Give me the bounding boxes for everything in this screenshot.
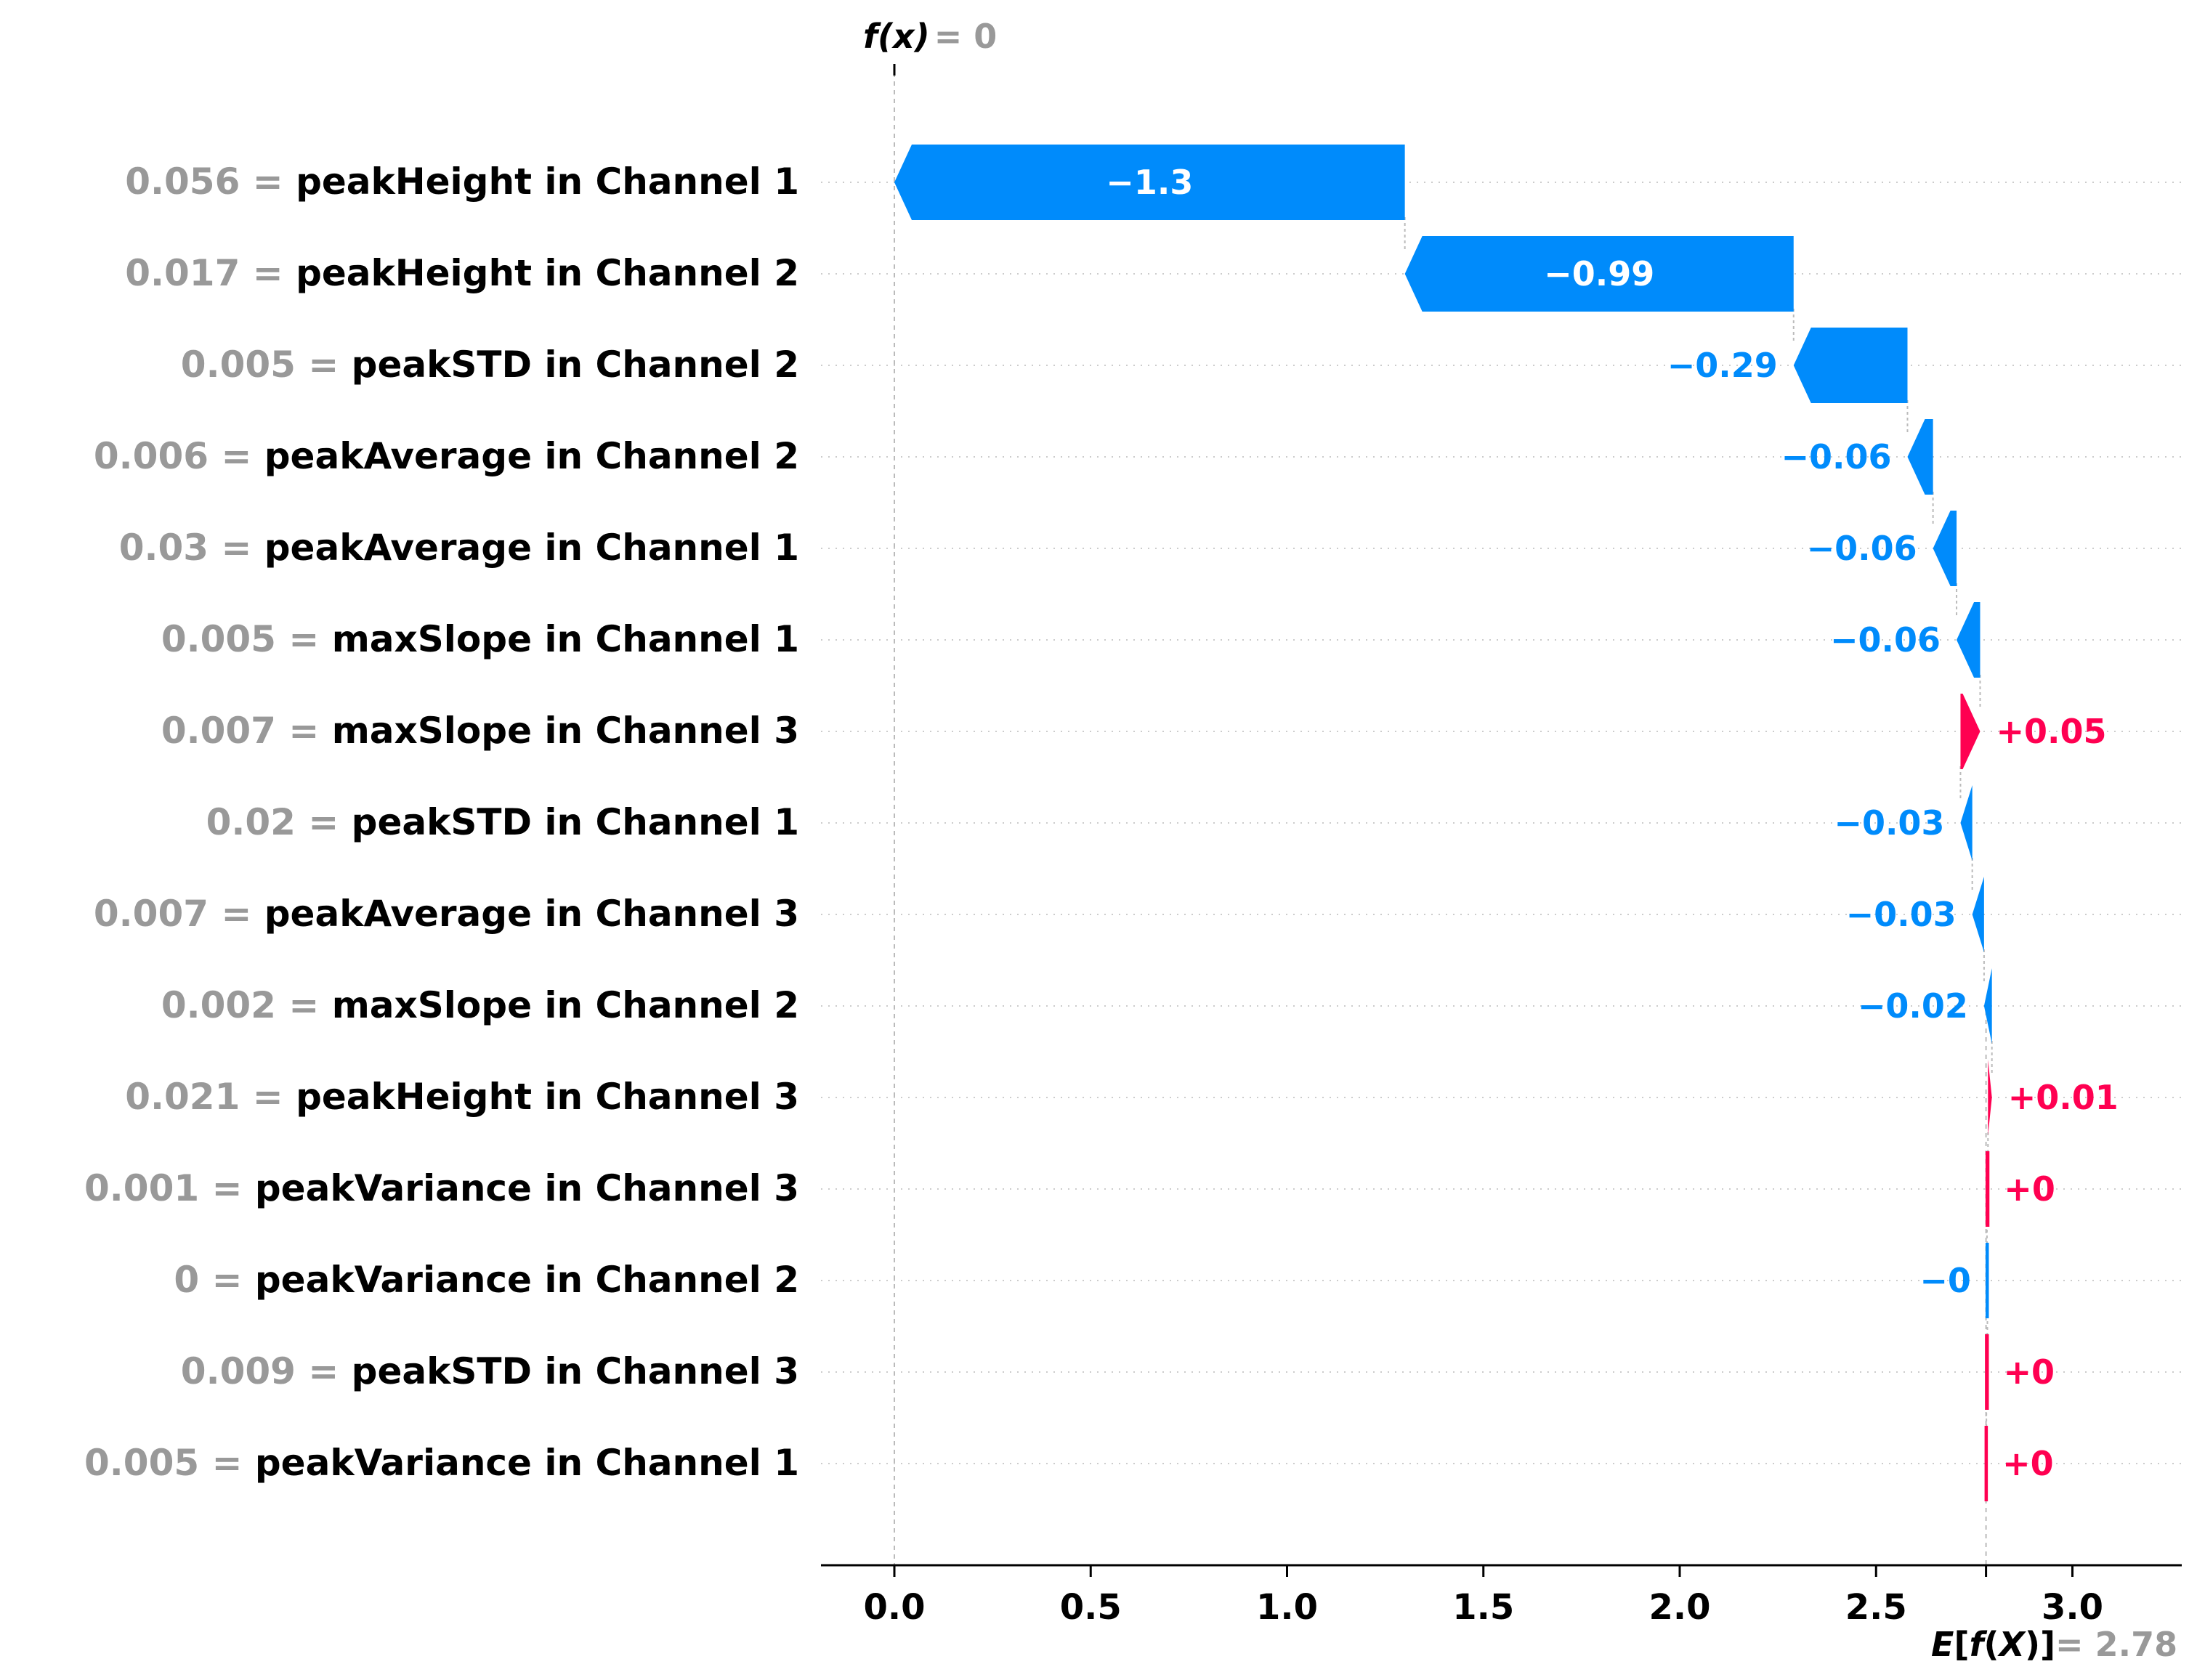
feature-name: peakVariance in Channel 1 <box>255 1442 799 1484</box>
bar-value-label: +0 <box>2004 1169 2055 1209</box>
feature-value: 0.005 = <box>161 618 332 660</box>
feature-name: peakSTD in Channel 2 <box>352 344 799 386</box>
feature-label: 0.005 = maxSlope in Channel 1 <box>161 618 799 660</box>
bar-value-label: −0.03 <box>1846 895 1957 934</box>
waterfall-bar <box>1985 1151 1990 1227</box>
feature-value: 0.005 = <box>181 344 352 386</box>
feature-name: peakAverage in Channel 3 <box>264 893 799 935</box>
x-tick-label: 2.5 <box>1845 1587 1907 1628</box>
feature-name: peakVariance in Channel 3 <box>255 1167 799 1209</box>
waterfall-bar <box>1933 511 1957 586</box>
fx-x: (x) <box>878 17 930 56</box>
bar-value-label: −0.06 <box>1781 437 1891 476</box>
feature-name: peakHeight in Channel 3 <box>296 1076 799 1118</box>
ef-X: X <box>1997 1625 2027 1664</box>
bar-value-label: −0 <box>1919 1261 1971 1300</box>
feature-value: 0.006 = <box>94 435 264 477</box>
bar-value-label: −0.29 <box>1667 346 1778 385</box>
bar-value-label: +0 <box>2003 1352 2055 1392</box>
waterfall-bar <box>1985 1334 1989 1410</box>
feature-name: maxSlope in Channel 1 <box>332 618 799 660</box>
reference-lines <box>893 64 1987 1565</box>
feature-label: 0.005 = peakSTD in Channel 2 <box>181 344 799 386</box>
feature-name: peakSTD in Channel 3 <box>352 1350 799 1392</box>
feature-name: peakSTD in Channel 1 <box>352 801 799 843</box>
expected-value-label: E[f(X)]= 2.78 <box>1931 1625 2177 1664</box>
waterfall-bar <box>1960 694 1981 769</box>
x-axis: 0.0 0.5 1.0 1.5 2.0 2.5 3.0 <box>821 1564 2182 1628</box>
feature-value: 0.007 = <box>161 710 332 752</box>
feature-label: 0.007 = maxSlope in Channel 3 <box>161 710 799 752</box>
feature-name: maxSlope in Channel 2 <box>332 984 799 1026</box>
x-tick-label: 3.0 <box>2042 1587 2103 1628</box>
bars <box>894 145 1992 1501</box>
feature-name: peakAverage in Channel 2 <box>264 435 799 477</box>
feature-value: 0.03 = <box>119 527 264 569</box>
feature-value: 0.017 = <box>125 252 296 294</box>
feature-label: 0.009 = peakSTD in Channel 3 <box>181 1350 799 1392</box>
grid-lines <box>821 182 2182 1464</box>
feature-value: 0.02 = <box>206 801 352 843</box>
feature-label: 0.007 = peakAverage in Channel 3 <box>94 893 799 935</box>
waterfall-bar <box>1983 968 1992 1044</box>
ef-value: = 2.78 <box>2055 1625 2177 1664</box>
feature-value: 0.005 = <box>84 1442 255 1484</box>
x-tick-label: 1.5 <box>1452 1587 1514 1628</box>
feature-value: 0.007 = <box>94 893 264 935</box>
fx-label: f(x) = 0 <box>863 17 997 56</box>
feature-label: 0.002 = maxSlope in Channel 2 <box>161 984 799 1026</box>
fx-value: = 0 <box>934 17 998 56</box>
feature-label: 0.006 = peakAverage in Channel 2 <box>94 435 799 477</box>
waterfall-bar <box>1972 877 1984 952</box>
feature-label: 0.02 = peakSTD in Channel 1 <box>206 801 799 843</box>
x-tick-label: 1.0 <box>1256 1587 1318 1628</box>
bar-value-label: −0.02 <box>1858 986 1968 1026</box>
feature-label: 0.017 = peakHeight in Channel 2 <box>125 252 799 294</box>
feature-name: maxSlope in Channel 3 <box>332 710 799 752</box>
waterfall-bar <box>1793 328 1908 403</box>
bar-value-label: −0.06 <box>1807 529 1917 568</box>
bar-value-label: −0.06 <box>1830 620 1941 660</box>
feature-name: peakHeight in Channel 1 <box>296 161 799 203</box>
bar-value-label: +0 <box>2002 1444 2054 1483</box>
feature-value: 0.009 = <box>181 1350 352 1392</box>
feature-label: 0.056 = peakHeight in Channel 1 <box>125 161 799 203</box>
feature-value: 0.021 = <box>125 1076 296 1118</box>
ef-e: E <box>1931 1625 1954 1664</box>
waterfall-bar <box>1960 785 1973 861</box>
feature-value: 0 = <box>174 1259 255 1301</box>
waterfall-bar <box>1985 1243 1989 1318</box>
waterfall-bar <box>1404 236 1794 312</box>
bar-value-label: +0.05 <box>1996 712 2106 751</box>
feature-label: 0.021 = peakHeight in Channel 3 <box>125 1076 799 1118</box>
x-tick-label: 2.0 <box>1648 1587 1710 1628</box>
bar-value-label: −0.99 <box>1544 254 1654 293</box>
waterfall-bar <box>1957 602 1981 678</box>
x-tick-label: 0.0 <box>863 1587 925 1628</box>
feature-value: 0.001 = <box>84 1167 255 1209</box>
feature-name: peakAverage in Channel 1 <box>264 527 799 569</box>
feature-label: 0.001 = peakVariance in Channel 3 <box>84 1167 799 1209</box>
bar-value-label: +0.01 <box>2008 1078 2119 1117</box>
waterfall-bar <box>1984 1426 1988 1501</box>
bar-value-label: −0.03 <box>1834 803 1944 843</box>
feature-labels: −1.3 0.056 = peakHeight in Channel 1 −0.99… <box>84 161 2119 1484</box>
feature-name: peakVariance in Channel 2 <box>255 1259 799 1301</box>
feature-value: 0.002 = <box>161 984 332 1026</box>
waterfall-bar <box>894 145 1405 220</box>
feature-name: peakHeight in Channel 2 <box>296 252 799 294</box>
feature-label: 0 = peakVariance in Channel 2 <box>174 1259 799 1301</box>
feature-label: 0.03 = peakAverage in Channel 1 <box>119 527 799 569</box>
x-tick-label: 0.5 <box>1060 1587 1122 1628</box>
waterfall-bar <box>1907 419 1933 495</box>
feature-value: 0.056 = <box>125 161 296 203</box>
feature-label: 0.005 = peakVariance in Channel 1 <box>84 1442 799 1484</box>
waterfall-bar <box>1988 1060 1992 1135</box>
bar-value-label: −1.3 <box>1106 163 1193 202</box>
